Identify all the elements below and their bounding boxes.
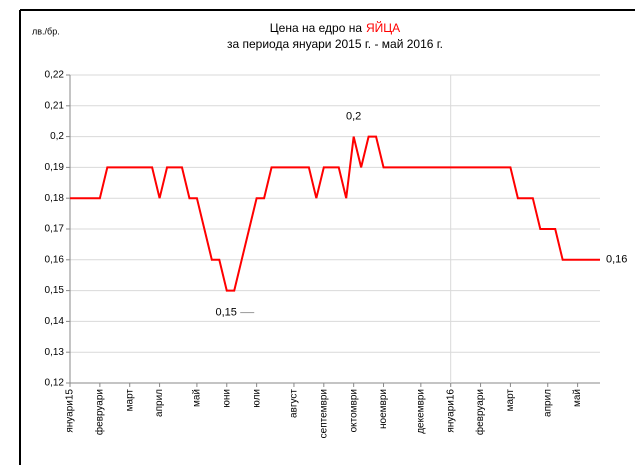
y-tick-label: 0,12 bbox=[45, 378, 65, 389]
y-tick-label: 0,21 bbox=[45, 100, 65, 111]
y-tick-label: 0,16 bbox=[45, 254, 65, 265]
chart-title: Цена на едро на ЯЙЦА bbox=[270, 20, 400, 35]
x-tick-label: април bbox=[154, 389, 165, 417]
y-tick-label: 0,14 bbox=[45, 316, 65, 327]
y-tick-label: 0,15 bbox=[45, 285, 65, 296]
data-label: 0,2 bbox=[346, 111, 361, 123]
title-highlight: ЯЙЦА bbox=[366, 20, 400, 35]
x-tick-label: декември bbox=[415, 389, 426, 434]
y-tick-label: 0,22 bbox=[45, 70, 65, 81]
x-tick-label: ноември bbox=[378, 389, 389, 429]
chart-subtitle: за периода януари 2015 г. - май 2016 г. bbox=[227, 37, 443, 51]
data-label: 0,16 bbox=[606, 254, 627, 266]
x-tick-label: април bbox=[542, 389, 553, 417]
x-tick-label: септември bbox=[318, 389, 329, 438]
y-tick-label: 0,17 bbox=[45, 224, 65, 235]
x-tick-label: май bbox=[572, 389, 583, 407]
x-tick-label: януари15 bbox=[65, 389, 76, 433]
x-tick-label: май bbox=[192, 389, 203, 407]
title-text: Цена на едро на bbox=[270, 21, 363, 35]
x-tick-label: юли bbox=[251, 389, 262, 408]
data-line bbox=[70, 135, 600, 292]
y-tick-label: 0,2 bbox=[50, 131, 64, 142]
x-tick-label: януари16 bbox=[445, 389, 456, 433]
y-tick-label: 0,19 bbox=[45, 162, 65, 173]
data-label: 0,15 bbox=[216, 307, 237, 319]
x-tick-label: октомври bbox=[348, 389, 359, 432]
x-tick-label: февруари bbox=[93, 389, 105, 435]
x-tick-label: март bbox=[505, 389, 516, 412]
y-tick-label: 0,13 bbox=[45, 347, 65, 358]
x-tick-label: февруари bbox=[474, 389, 486, 435]
x-tick-label: юни bbox=[221, 389, 232, 408]
x-tick-label: август bbox=[289, 389, 300, 418]
y-axis-label: лв./бр. bbox=[32, 26, 60, 36]
y-tick-label: 0,18 bbox=[45, 193, 65, 204]
x-tick-label: март bbox=[124, 389, 135, 412]
